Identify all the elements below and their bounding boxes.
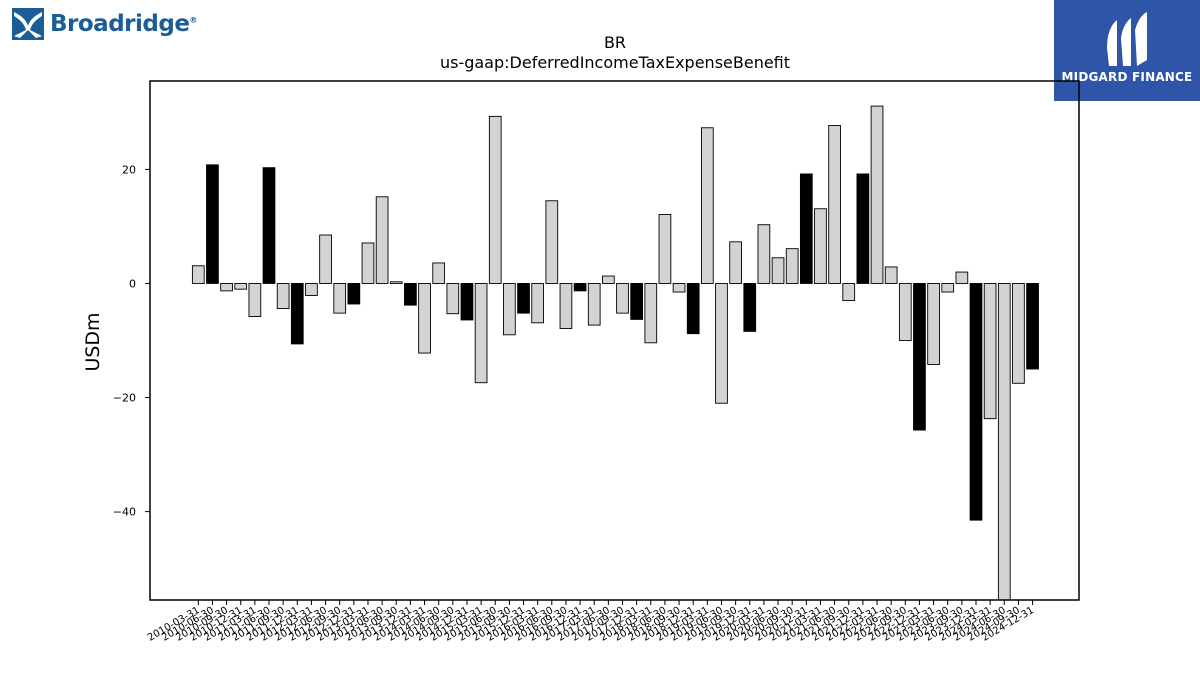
bar-2012-09-30 (333, 283, 347, 314)
bars-group (191, 105, 1039, 601)
bar-2022-12-31 (913, 283, 926, 431)
bar-2013-06-30 (375, 196, 389, 284)
bar-2019-06-30 (715, 283, 728, 404)
bar-2017-09-30 (616, 283, 629, 314)
bar-2022-03-31 (870, 105, 884, 284)
bar-2020-03-31 (757, 224, 771, 284)
bar-2014-09-30 (446, 283, 460, 315)
bar-2020-06-30 (771, 257, 785, 284)
broadridge-wordmark: Broadridge® (50, 11, 197, 37)
bar-2016-09-30 (559, 283, 573, 329)
bar-2010-12-31 (234, 283, 248, 290)
bar-2022-06-30 (884, 266, 898, 284)
bar-2020-09-30 (785, 248, 799, 284)
bar-2012-03-31 (305, 283, 318, 296)
bar-2013-03-31 (361, 242, 375, 284)
bar-2023-09-30 (955, 271, 969, 284)
plot-frame (149, 80, 1080, 601)
bar-2016-06-30 (545, 200, 559, 284)
bar-2016-12-31 (573, 283, 587, 292)
bar-2015-09-30 (503, 283, 516, 336)
chart-subtitle: us-gaap:DeferredIncomeTaxExpenseBenefit (440, 53, 790, 72)
bar-2013-12-31 (404, 283, 417, 306)
bar-2021-06-30 (828, 125, 841, 284)
bar-2011-12-31 (290, 283, 304, 345)
bar-2023-03-31 (927, 283, 940, 365)
bar-2019-12-31 (743, 283, 757, 332)
broadridge-logo-icon (12, 8, 44, 40)
midgard-finance-logo: MIDGARD FINANCE (1054, 0, 1200, 101)
bar-2010-03-31 (191, 265, 205, 284)
bar-2022-09-30 (898, 283, 912, 341)
bar-2023-12-31 (969, 283, 983, 521)
bar-2018-12-31 (686, 283, 700, 335)
midgard-wordmark: MIDGARD FINANCE (1061, 70, 1193, 84)
y-axis-label: USDm (82, 312, 104, 371)
bar-2017-12-31 (630, 283, 643, 320)
bar-2024-09-30 (1012, 283, 1025, 384)
bar-2021-09-30 (842, 283, 856, 302)
bar-2018-06-30 (658, 214, 672, 284)
bar-2011-09-30 (276, 283, 290, 310)
bar-2019-09-30 (729, 241, 742, 284)
y-tick-label: 0 (129, 277, 136, 290)
bar-2012-12-31 (347, 283, 361, 305)
bar-2010-06-30 (206, 164, 219, 284)
bar-2018-09-30 (672, 283, 686, 293)
bar-2023-06-30 (941, 283, 955, 293)
bar-2011-06-30 (262, 167, 276, 284)
bar-2016-03-31 (531, 283, 545, 324)
bar-2021-12-31 (856, 173, 870, 284)
bar-2010-09-30 (220, 283, 233, 292)
y-tick-label: −40 (113, 506, 136, 519)
bar-2014-12-31 (460, 283, 474, 321)
bar-2015-03-31 (474, 283, 488, 384)
bar-2015-06-30 (488, 115, 502, 284)
broadridge-logo: Broadridge® (12, 6, 197, 42)
bar-2024-12-31 (1026, 283, 1039, 370)
bar-2024-06-30 (997, 283, 1011, 601)
bar-2012-06-30 (319, 234, 332, 284)
midgard-logo-icon (1107, 12, 1147, 66)
bar-2017-03-31 (587, 283, 601, 326)
y-tick-label: −20 (113, 392, 136, 405)
bar-2024-03-31 (983, 283, 997, 420)
bar-2018-03-31 (644, 283, 658, 344)
y-tick-label: 20 (122, 163, 136, 176)
bar-2019-03-31 (700, 127, 714, 284)
bar-2013-09-30 (389, 281, 403, 284)
bar-2021-03-31 (814, 208, 827, 284)
bar-2011-03-31 (248, 283, 262, 318)
bar-2014-06-30 (432, 262, 446, 284)
bar-2014-03-31 (418, 283, 431, 354)
bar-2020-12-31 (799, 173, 813, 284)
bar-2015-12-31 (517, 283, 530, 314)
bar-2017-06-30 (602, 275, 615, 284)
chart-title: BR (604, 33, 626, 52)
y-axis-ticks: −40 −20 0 20 (113, 163, 150, 519)
x-axis-ticks: 2010-03-312010-06-302010-09-302010-12-31… (146, 600, 1036, 644)
